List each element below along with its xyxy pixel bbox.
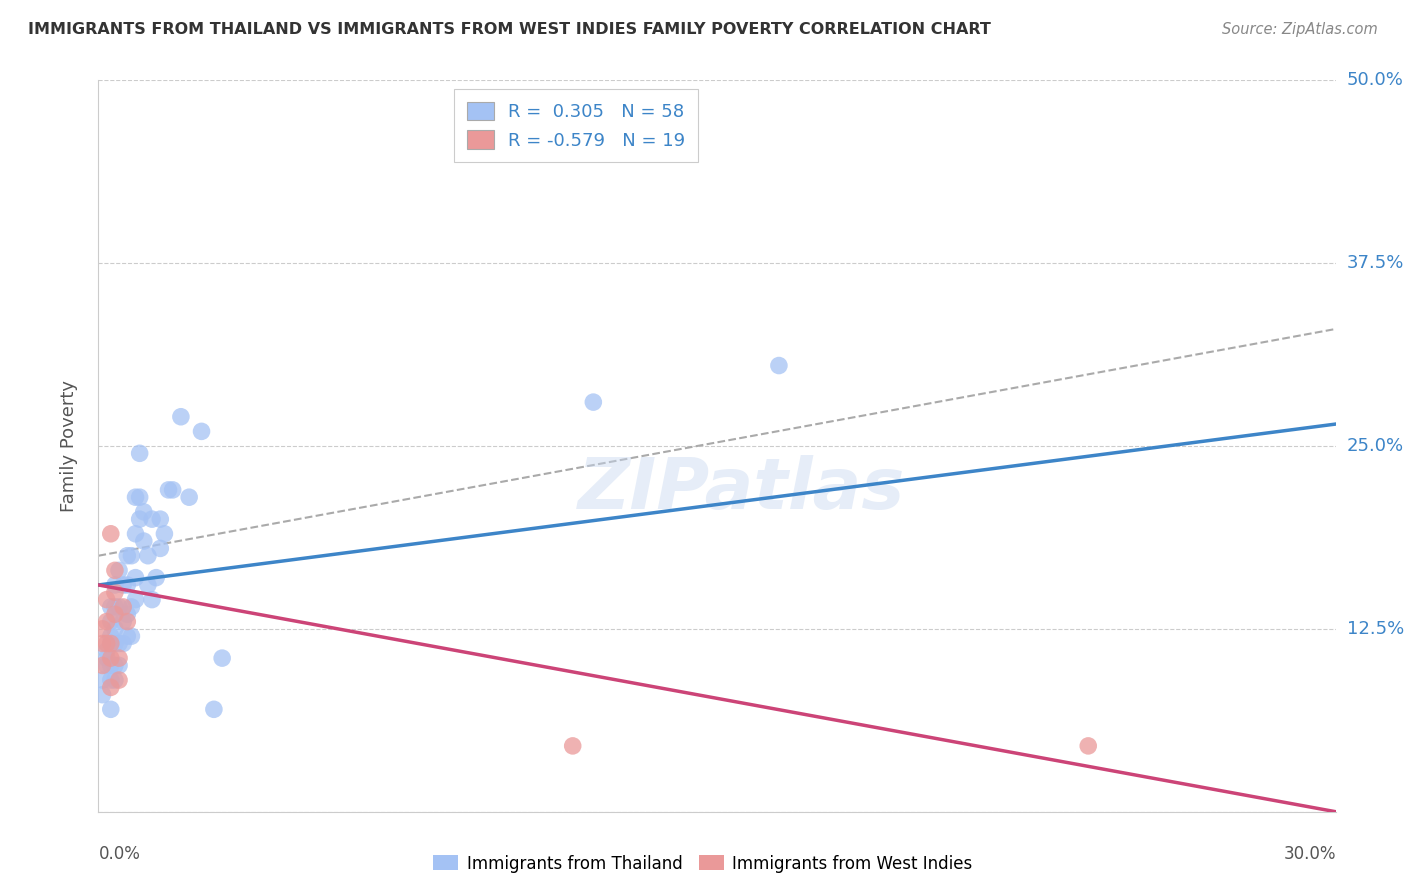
Y-axis label: Family Poverty: Family Poverty	[59, 380, 77, 512]
Point	[112, 599, 135, 614]
Point	[112, 636, 135, 650]
Point	[582, 395, 605, 409]
Point	[96, 658, 118, 673]
Point	[132, 505, 155, 519]
Point	[104, 578, 127, 592]
Point	[96, 636, 118, 650]
Point	[100, 629, 122, 643]
Point	[561, 739, 583, 753]
Point	[96, 615, 118, 629]
Point	[104, 563, 127, 577]
Point	[128, 512, 150, 526]
Point	[149, 541, 172, 556]
Point	[108, 563, 131, 577]
Text: 0.0%: 0.0%	[98, 845, 141, 863]
Point	[136, 578, 159, 592]
Point	[190, 425, 212, 439]
Point	[157, 483, 180, 497]
Point	[162, 483, 184, 497]
Point	[124, 490, 146, 504]
Point	[100, 636, 122, 650]
Point	[91, 622, 114, 636]
Point	[108, 673, 131, 687]
Point	[112, 615, 135, 629]
Point	[202, 702, 225, 716]
Legend: R =  0.305   N = 58, R = -0.579   N = 19: R = 0.305 N = 58, R = -0.579 N = 19	[454, 89, 697, 162]
Point	[120, 599, 142, 614]
Point	[120, 549, 142, 563]
Point	[117, 578, 139, 592]
Text: IMMIGRANTS FROM THAILAND VS IMMIGRANTS FROM WEST INDIES FAMILY POVERTY CORRELATI: IMMIGRANTS FROM THAILAND VS IMMIGRANTS F…	[28, 22, 991, 37]
Point	[117, 615, 139, 629]
Point	[128, 446, 150, 460]
Text: 12.5%: 12.5%	[1347, 620, 1405, 638]
Text: Source: ZipAtlas.com: Source: ZipAtlas.com	[1222, 22, 1378, 37]
Text: 25.0%: 25.0%	[1347, 437, 1405, 455]
Point	[112, 578, 135, 592]
Point	[100, 526, 122, 541]
Point	[108, 651, 131, 665]
Point	[120, 629, 142, 643]
Point	[170, 409, 193, 424]
Point	[145, 571, 167, 585]
Point	[104, 673, 127, 687]
Point	[132, 534, 155, 549]
Point	[128, 490, 150, 504]
Point	[108, 658, 131, 673]
Point	[91, 688, 114, 702]
Point	[104, 585, 127, 599]
Point	[117, 629, 139, 643]
Point	[100, 702, 122, 716]
Point	[108, 599, 131, 614]
Point	[211, 651, 233, 665]
Point	[100, 651, 122, 665]
Point	[117, 549, 139, 563]
Point	[153, 526, 176, 541]
Point	[149, 512, 172, 526]
Point	[108, 636, 131, 650]
Point	[100, 599, 122, 614]
Point	[104, 636, 127, 650]
Point	[100, 681, 122, 695]
Point	[100, 615, 122, 629]
Point	[104, 658, 127, 673]
Point	[104, 599, 127, 614]
Point	[104, 607, 127, 622]
Point	[141, 512, 163, 526]
Point	[124, 592, 146, 607]
Point	[136, 549, 159, 563]
Point	[91, 636, 114, 650]
Point	[96, 644, 118, 658]
Point	[91, 673, 114, 687]
Point	[100, 673, 122, 687]
Text: 50.0%: 50.0%	[1347, 71, 1403, 89]
Text: ZIPatlas: ZIPatlas	[578, 456, 905, 524]
Point	[1077, 739, 1099, 753]
Point	[141, 592, 163, 607]
Text: 30.0%: 30.0%	[1284, 845, 1336, 863]
Point	[124, 571, 146, 585]
Point	[117, 607, 139, 622]
Point	[124, 526, 146, 541]
Point	[100, 636, 122, 650]
Point	[179, 490, 201, 504]
Point	[104, 622, 127, 636]
Text: 37.5%: 37.5%	[1347, 254, 1405, 272]
Point	[91, 658, 114, 673]
Point	[96, 592, 118, 607]
Legend: Immigrants from Thailand, Immigrants from West Indies: Immigrants from Thailand, Immigrants fro…	[426, 848, 980, 880]
Point	[768, 359, 790, 373]
Point	[100, 658, 122, 673]
Point	[96, 651, 118, 665]
